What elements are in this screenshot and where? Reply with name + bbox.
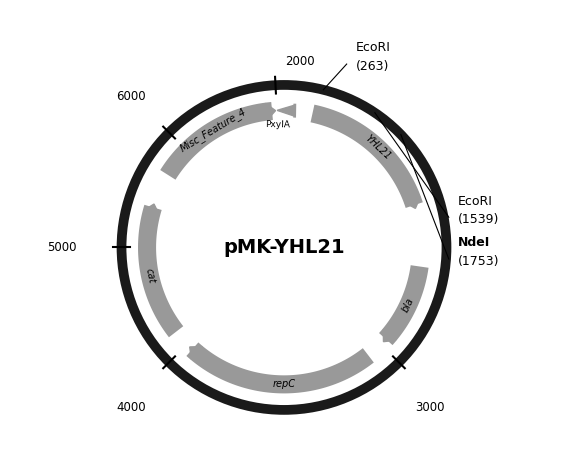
- Text: repC: repC: [273, 379, 295, 389]
- Text: 6000: 6000: [116, 90, 145, 103]
- Text: (1753): (1753): [458, 255, 500, 268]
- Text: EcoRI: EcoRI: [356, 41, 391, 54]
- Polygon shape: [143, 204, 160, 215]
- Text: cat: cat: [144, 268, 157, 284]
- Text: bla: bla: [400, 297, 416, 314]
- Text: 2000: 2000: [285, 56, 314, 69]
- Text: 4000: 4000: [116, 401, 145, 414]
- Text: (263): (263): [356, 60, 389, 73]
- Text: PxylA: PxylA: [265, 120, 290, 129]
- Text: 5000: 5000: [47, 241, 77, 254]
- Text: EcoRI: EcoRI: [458, 194, 493, 207]
- Polygon shape: [277, 105, 295, 116]
- Text: pMK-YHL21: pMK-YHL21: [223, 238, 345, 257]
- Text: (1539): (1539): [458, 213, 499, 226]
- Polygon shape: [383, 329, 396, 342]
- Text: NdeI: NdeI: [458, 236, 490, 249]
- Text: YHL21: YHL21: [362, 133, 392, 162]
- Polygon shape: [404, 197, 420, 208]
- Text: Misc_Feature_4: Misc_Feature_4: [178, 106, 249, 154]
- Polygon shape: [265, 103, 275, 120]
- Polygon shape: [190, 347, 202, 359]
- Text: 3000: 3000: [415, 401, 445, 414]
